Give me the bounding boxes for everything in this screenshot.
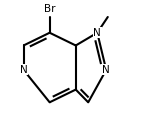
Text: N: N — [20, 65, 27, 75]
Text: N: N — [93, 28, 101, 38]
Text: N: N — [102, 65, 110, 75]
Text: Br: Br — [44, 4, 55, 14]
